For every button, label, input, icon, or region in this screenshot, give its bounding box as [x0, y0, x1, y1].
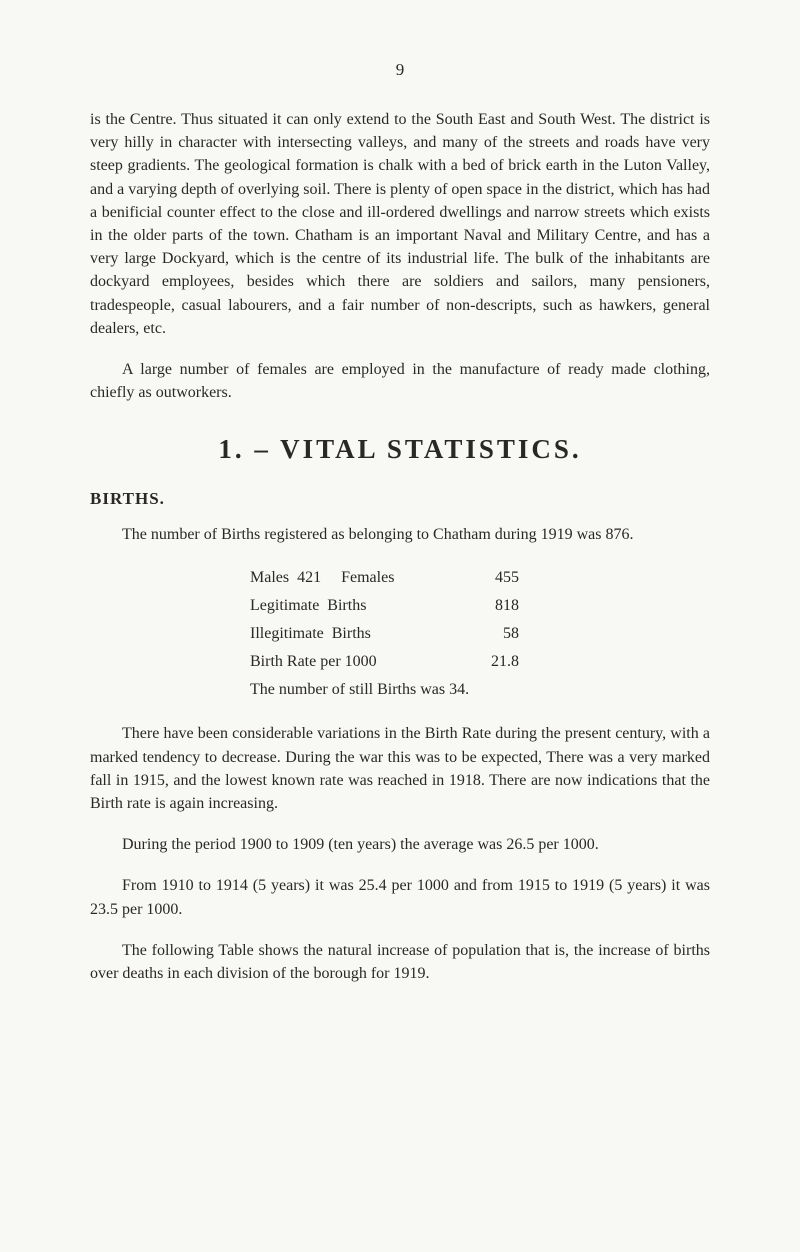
body-paragraph-2: A large number of females are employed i… [90, 358, 710, 404]
births-subheading: BIRTHS. [90, 489, 710, 509]
births-stats-block: Males 421 Females 455 Legitimate Births … [90, 564, 710, 704]
page-number: 9 [90, 60, 710, 80]
stat-birth-rate: Birth Rate per 1000 21.8 [250, 648, 710, 676]
stat-value: 818 [469, 592, 519, 620]
stat-value: 21.8 [469, 648, 519, 676]
stat-illegitimate: Illegitimate Births 58 [250, 620, 710, 648]
stat-value: 455 [469, 564, 519, 592]
stat-value: 58 [469, 620, 519, 648]
stat-label: Males 421 Females [250, 564, 465, 592]
stat-legitimate: Legitimate Births 818 [250, 592, 710, 620]
body-paragraph-4: There have been considerable variations … [90, 722, 710, 815]
stat-label: Legitimate Births [250, 592, 465, 620]
body-paragraph-6: From 1910 to 1914 (5 years) it was 25.4 … [90, 874, 710, 920]
stat-still-births: The number of still Births was 34. [250, 676, 710, 704]
section-title: 1. – VITAL STATISTICS. [90, 434, 710, 465]
body-paragraph-7: The following Table shows the natural in… [90, 939, 710, 985]
stat-males-females: Males 421 Females 455 [250, 564, 710, 592]
body-paragraph-5: During the period 1900 to 1909 (ten year… [90, 833, 710, 856]
stat-label: Birth Rate per 1000 [250, 648, 465, 676]
body-paragraph-1: is the Centre. Thus situated it can only… [90, 108, 710, 340]
births-intro: The number of Births registered as belon… [90, 523, 710, 546]
stat-label: Illegitimate Births [250, 620, 465, 648]
